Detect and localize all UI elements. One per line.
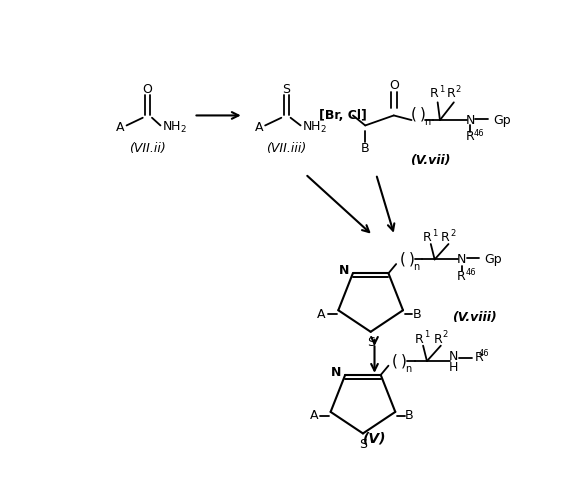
Text: 1: 1 [432, 229, 437, 238]
Text: (V.vii): (V.vii) [410, 154, 451, 166]
Text: O: O [143, 83, 152, 96]
Text: O: O [389, 79, 399, 92]
Text: 1: 1 [439, 85, 444, 94]
Text: 2: 2 [456, 85, 461, 94]
Text: R: R [441, 232, 450, 244]
Text: R: R [434, 333, 442, 346]
Text: N: N [339, 264, 349, 278]
Text: 46: 46 [474, 128, 485, 138]
Text: 46: 46 [478, 349, 489, 358]
Text: N: N [449, 350, 459, 363]
Text: A: A [116, 122, 125, 134]
Text: A: A [310, 409, 318, 422]
Text: R: R [447, 86, 456, 100]
Text: ): ) [420, 106, 426, 122]
Text: 46: 46 [466, 268, 476, 277]
Text: (VII.ii): (VII.ii) [129, 142, 166, 155]
Text: R: R [466, 130, 474, 143]
Text: A: A [255, 122, 263, 134]
Text: (VII.iii): (VII.iii) [266, 142, 306, 155]
Text: S: S [359, 438, 367, 450]
Text: (V.viii): (V.viii) [452, 312, 497, 324]
Text: R: R [475, 352, 484, 364]
Text: [Br, Cl]: [Br, Cl] [319, 109, 367, 122]
Text: 2: 2 [443, 330, 448, 340]
Text: Gp: Gp [485, 253, 502, 266]
Text: R: R [430, 86, 439, 100]
Text: H: H [449, 360, 459, 374]
Text: R: R [457, 270, 466, 283]
Text: N: N [457, 253, 466, 266]
Text: (V): (V) [363, 432, 386, 446]
Text: (: ( [411, 106, 417, 122]
Text: N: N [465, 114, 475, 126]
Text: Gp: Gp [493, 114, 511, 126]
Text: N: N [331, 366, 341, 379]
Text: (: ( [399, 252, 405, 267]
Text: 1: 1 [424, 330, 430, 340]
Text: n: n [405, 364, 411, 374]
Text: 2: 2 [450, 229, 456, 238]
Text: B: B [361, 142, 370, 155]
Text: B: B [413, 308, 421, 320]
Text: R: R [423, 232, 431, 244]
Text: ): ) [409, 252, 414, 267]
Text: B: B [405, 409, 413, 422]
Text: NH$_2$: NH$_2$ [162, 120, 187, 136]
Text: n: n [413, 262, 419, 272]
Text: n: n [424, 116, 430, 126]
Text: S: S [282, 83, 290, 96]
Text: R: R [415, 333, 424, 346]
Text: NH$_2$: NH$_2$ [302, 120, 327, 136]
Text: ): ) [401, 354, 407, 368]
Text: S: S [367, 336, 375, 349]
Text: A: A [317, 308, 325, 320]
Text: (: ( [392, 354, 398, 368]
